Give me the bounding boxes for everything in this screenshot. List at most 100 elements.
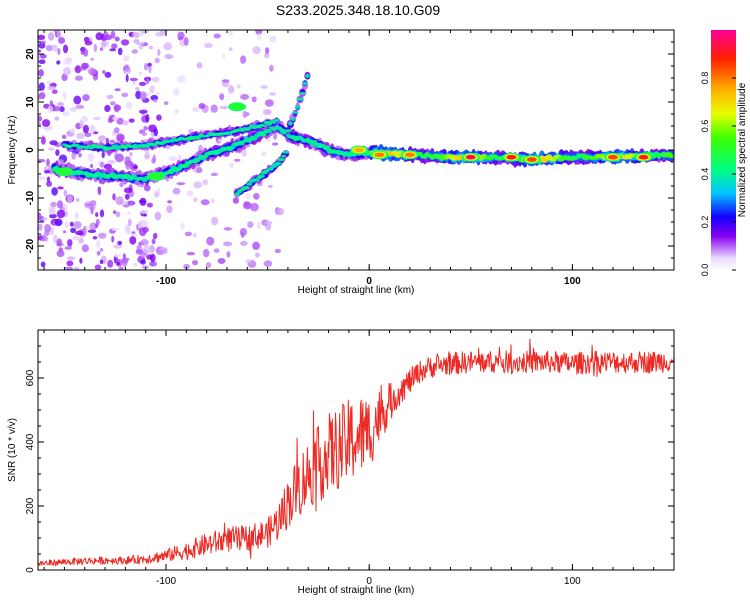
- spectrogram-ridge-ascending: [294, 105, 301, 109]
- spectrogram-noise-speckle: [54, 218, 63, 227]
- spectrogram-noise-speckle: [151, 238, 156, 245]
- spectrogram-noise-speckle: [147, 62, 152, 67]
- snr-y-tick-label: 400: [25, 433, 36, 450]
- spectrogram-noise-speckle: [133, 39, 140, 44]
- spectrogram-noise-speckle: [167, 200, 173, 204]
- spectrogram-noise-speckle: [122, 253, 126, 260]
- spectrogram-noise-speckle: [87, 153, 95, 162]
- spectrogram-noise-speckle: [38, 69, 44, 77]
- spectrogram-noise-speckle: [51, 89, 58, 94]
- spectrogram-noise-speckle: [240, 93, 250, 100]
- spectrogram-noise-speckle: [46, 176, 51, 183]
- spectrogram-noise-speckle: [111, 235, 115, 243]
- spectrogram-noise-speckle: [69, 106, 78, 112]
- spectrogram-noise-speckle: [177, 36, 184, 41]
- spectrogram-noise-speckle: [38, 176, 46, 180]
- spectrogram-noise-speckle: [122, 120, 129, 126]
- spectrogram-hotspot: [608, 154, 618, 160]
- snr-series-line: [38, 338, 674, 567]
- spectrogram-ridge-upper-branch: [262, 124, 267, 128]
- spectrogram-noise-speckle: [132, 81, 136, 85]
- spectrogram-noise-speckle: [267, 184, 273, 188]
- spectrogram-noise-speckle: [123, 187, 133, 194]
- spectrogram-noise-speckle: [241, 148, 247, 157]
- spectrogram-noise-speckle: [180, 223, 185, 229]
- spectrogram-noise-speckle: [269, 35, 277, 43]
- spectrogram-noise-speckle: [192, 106, 200, 112]
- spectrogram-noise-speckle: [83, 124, 89, 134]
- spectrogram-noise-speckle: [63, 67, 72, 76]
- spectrogram-noise-speckle: [163, 101, 169, 106]
- spectrogram-noise-speckle: [56, 238, 63, 247]
- spectrogram-noise-speckle: [39, 53, 47, 59]
- spectrogram-noise-speckle: [84, 132, 92, 137]
- spectrogram-noise-speckle: [186, 190, 194, 197]
- spectrogram-noise-speckle: [93, 116, 101, 121]
- spectrogram-xlabel: Height of straight line (km): [298, 285, 415, 296]
- spectrogram-noise-speckle: [49, 206, 56, 215]
- spectrogram-noise-speckle: [70, 227, 77, 234]
- spectrogram-noise-speckle: [121, 92, 129, 98]
- spectrogram-noise-speckle: [38, 95, 43, 100]
- spectrogram-noise-speckle: [124, 193, 130, 200]
- spectrogram-noise-speckle: [222, 53, 226, 59]
- spectrogram-noise-speckle: [139, 81, 147, 86]
- spectrogram-noise-speckle: [51, 187, 58, 196]
- spectrogram-noise-speckle: [122, 55, 130, 62]
- spectrogram-noise-speckle: [137, 183, 147, 188]
- spectrogram-noise-speckle: [205, 262, 212, 268]
- spectrogram-noise-speckle: [38, 82, 45, 91]
- spectrogram-noise-speckle: [193, 197, 198, 203]
- snr-xlabel: Height of straight line (km): [298, 585, 415, 596]
- spectrogram-noise-speckle: [54, 116, 60, 121]
- spectrogram-noise-speckle: [138, 199, 146, 204]
- spectrogram-noise-speckle: [154, 191, 160, 198]
- spectrogram-noise-speckle: [168, 156, 178, 162]
- spectrogram-noise-speckle: [234, 158, 241, 162]
- spectrogram-noise-speckle: [263, 53, 270, 59]
- spectrogram-y-tick-label: 0: [25, 147, 36, 153]
- spectrogram-noise-speckle: [247, 221, 254, 229]
- spectrogram-noise-speckle: [252, 46, 261, 55]
- spectrogram-noise-speckle: [64, 221, 69, 229]
- spectrogram-noise-speckle: [140, 239, 149, 246]
- spectrogram-noise-speckle: [143, 213, 147, 217]
- spectrogram-noise-speckle: [206, 236, 215, 246]
- spectrogram-hotspot: [59, 169, 70, 174]
- spectrogram-ridge-descending: [258, 174, 265, 179]
- spectrogram-noise-speckle: [47, 105, 54, 113]
- spectrogram-noise-speckle: [242, 110, 248, 119]
- snr-axes: -100 0 100 0 200 400 600: [25, 329, 675, 587]
- spectrogram-ridge-ascending: [290, 117, 295, 121]
- spectrogram-noise-speckle: [218, 138, 222, 143]
- spectrogram-noise-speckle: [263, 109, 272, 116]
- spectrogram-noise-speckle: [172, 187, 181, 195]
- spectrogram-noise-speckle: [99, 209, 105, 218]
- spectrogram-noise-speckle: [186, 251, 196, 256]
- spectrogram-noise-speckle: [67, 195, 73, 203]
- spectrogram-noise-speckle: [151, 76, 160, 83]
- spectrogram-noise-speckle: [154, 57, 160, 64]
- spectrogram-noise-speckle: [257, 33, 262, 41]
- spectrogram-noise-speckle: [64, 266, 74, 270]
- spectrogram-noise-speckle: [102, 70, 106, 74]
- spectrogram-noise-speckle: [103, 163, 112, 170]
- spectrogram-noise-speckle: [219, 105, 229, 110]
- spectrogram-noise-speckle: [88, 68, 97, 76]
- spectrogram-noise-speckle: [61, 134, 67, 139]
- spectrogram-x-tick-label: 100: [564, 276, 581, 287]
- spectrogram-noise-speckle: [57, 186, 64, 190]
- spectrogram-noise-speckle: [166, 205, 173, 213]
- spectrogram-noise-speckle: [172, 87, 180, 96]
- colorbar-label: Normalized spectral amplitude: [737, 82, 748, 217]
- spectrogram-noise-speckle: [45, 44, 53, 52]
- spectrogram-ridge-ascending: [284, 129, 292, 133]
- spectrogram-hotspot: [465, 154, 476, 160]
- spectrogram-noise-speckle: [223, 227, 232, 231]
- spectrogram-ridge-main: [667, 154, 674, 159]
- spectrogram-noise-speckle: [130, 233, 138, 237]
- spectrogram-noise-speckle: [160, 246, 164, 251]
- spectrogram-noise-speckle: [107, 117, 113, 124]
